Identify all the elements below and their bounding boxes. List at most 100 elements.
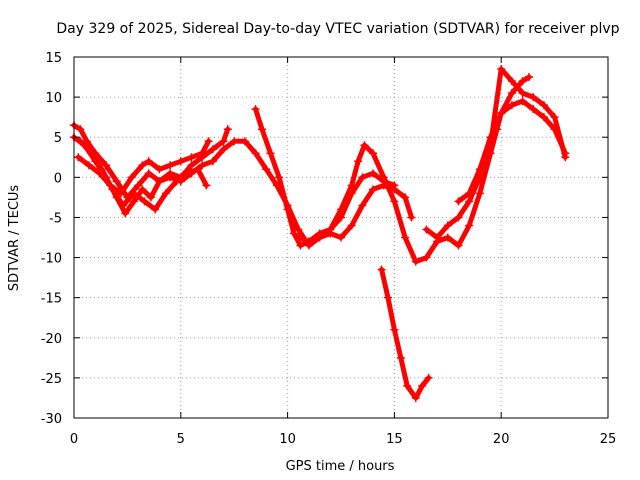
data-point (251, 149, 260, 158)
x-tick-label: 20 (493, 432, 510, 447)
data-point (507, 89, 516, 98)
data-point (465, 221, 474, 230)
x-tick-label: 0 (70, 432, 78, 447)
data-point (138, 161, 147, 170)
data-point (401, 193, 410, 202)
y-tick-label: -20 (41, 332, 62, 347)
data-point (87, 149, 96, 158)
y-tick-label: -25 (41, 372, 62, 387)
data-point (454, 213, 463, 222)
data-point (202, 181, 211, 190)
data-point (283, 205, 292, 214)
data-point (550, 113, 559, 122)
data-point (354, 157, 363, 166)
data-point (84, 161, 93, 170)
data-point (266, 149, 275, 158)
data-point (422, 225, 431, 234)
data-point (219, 137, 228, 146)
data-point (377, 265, 386, 274)
data-point (465, 197, 474, 206)
data-point (326, 225, 335, 234)
data-point (358, 201, 367, 210)
data-point (518, 97, 527, 106)
data-point (198, 161, 207, 170)
data-point (518, 89, 527, 98)
data-point (418, 381, 427, 390)
data-point (146, 193, 155, 202)
data-point (76, 125, 85, 134)
data-point (529, 105, 538, 114)
data-point (97, 165, 106, 174)
data-point (116, 189, 125, 198)
y-tick-label: -15 (41, 292, 62, 307)
data-point (379, 177, 388, 186)
data-point (539, 101, 548, 110)
data-point (140, 197, 149, 206)
y-tick-label: 0 (54, 171, 62, 186)
data-point (129, 189, 138, 198)
data-point (262, 165, 271, 174)
data-point (486, 141, 495, 150)
data-point (475, 189, 484, 198)
data-point (294, 225, 303, 234)
data-point (497, 109, 506, 118)
data-point (424, 373, 433, 382)
data-point (121, 209, 130, 218)
chart-title: Day 329 of 2025, Sidereal Day-to-day VTE… (56, 21, 619, 37)
data-point (433, 233, 442, 242)
x-tick-label: 25 (600, 432, 617, 447)
plot-frame (73, 56, 609, 419)
data-point (151, 205, 160, 214)
series-track (71, 134, 414, 248)
data-point (360, 141, 369, 150)
data-point (358, 173, 367, 182)
data-point (230, 137, 239, 146)
data-point (208, 157, 217, 166)
data-point (304, 237, 313, 246)
data-point (138, 185, 147, 194)
data-point (95, 169, 104, 178)
data-point (369, 169, 378, 178)
series-track (423, 66, 568, 240)
y-axis: 15 10 5 0 -5 -10 -15 -20 -25 -30 (41, 51, 608, 427)
data-point (155, 177, 164, 186)
y-tick-label: 5 (54, 131, 62, 146)
series-arc-7 (422, 65, 570, 242)
data-point (223, 125, 232, 134)
data-point (337, 213, 345, 222)
data-point (539, 113, 548, 122)
data-point (129, 197, 138, 206)
series-arc-8 (377, 265, 433, 402)
data-point (443, 233, 452, 242)
data-point (193, 165, 202, 174)
data-point (144, 157, 153, 166)
y-tick-label: 15 (45, 51, 62, 66)
x-axis: 0 5 10 15 20 25 (70, 57, 616, 447)
data-point (401, 233, 410, 242)
data-point (204, 137, 213, 146)
data-point (524, 73, 533, 82)
data-point (208, 145, 217, 154)
data-point (106, 181, 115, 190)
data-point (443, 221, 452, 230)
data-point (315, 229, 324, 238)
series-track (379, 267, 432, 401)
data-point (396, 353, 405, 362)
data-point (251, 105, 260, 114)
data-point (422, 253, 431, 262)
data-point (155, 165, 164, 174)
data-point (219, 145, 228, 154)
data-point (454, 241, 463, 250)
data-point (74, 153, 83, 162)
data-point (347, 189, 356, 198)
data-point (183, 169, 192, 178)
data-point (507, 101, 516, 110)
y-tick-label: -30 (41, 412, 62, 427)
data-point (403, 381, 412, 390)
data-point (507, 77, 516, 86)
data-point (383, 293, 392, 302)
data-point (166, 173, 175, 182)
x-tick-label: 5 (177, 432, 185, 447)
series-arc-3 (76, 137, 211, 214)
data-point (561, 153, 570, 162)
